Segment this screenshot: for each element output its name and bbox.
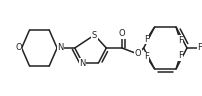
Text: N: N (79, 58, 86, 67)
Text: F: F (144, 52, 149, 61)
Text: F: F (144, 35, 149, 44)
Text: O: O (135, 50, 141, 58)
Text: O: O (15, 43, 22, 53)
Text: O: O (119, 29, 125, 38)
Text: S: S (92, 31, 97, 39)
Text: F: F (178, 51, 183, 60)
Text: N: N (57, 43, 63, 53)
Text: F: F (197, 43, 202, 53)
Text: F: F (178, 36, 183, 45)
